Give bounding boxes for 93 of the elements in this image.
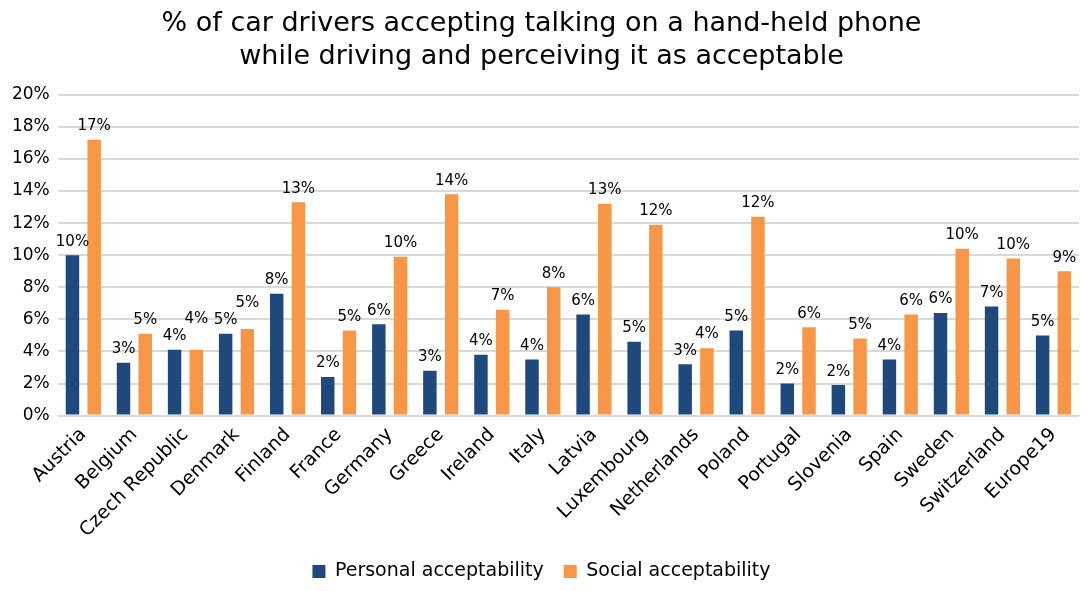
data-label: 10% bbox=[996, 234, 1030, 253]
legend-label: Social acceptability bbox=[586, 558, 771, 581]
data-label: 6% bbox=[366, 300, 391, 319]
data-label: 2% bbox=[775, 359, 800, 378]
bar bbox=[423, 370, 437, 415]
data-label: 4% bbox=[469, 331, 493, 350]
y-tick-label: 14% bbox=[11, 179, 50, 200]
bar bbox=[138, 333, 152, 415]
data-label: 5% bbox=[724, 306, 749, 325]
data-label: 10% bbox=[383, 233, 418, 252]
data-label: 14% bbox=[434, 170, 469, 189]
bar bbox=[678, 364, 692, 415]
data-label: 4% bbox=[877, 335, 902, 354]
bar bbox=[321, 377, 335, 415]
bar bbox=[1057, 271, 1072, 415]
bar bbox=[372, 324, 386, 415]
data-label: 12% bbox=[741, 193, 775, 212]
bar bbox=[904, 314, 918, 415]
bar bbox=[116, 362, 131, 415]
data-label: 4% bbox=[520, 335, 544, 354]
data-label: 12% bbox=[639, 201, 673, 220]
bar bbox=[218, 333, 233, 415]
data-label: 4% bbox=[695, 323, 719, 342]
chart-title: % of car drivers accepting talking on a hand-held phone while driving and perceiving it as acceptable bbox=[161, 6, 922, 70]
bar bbox=[167, 349, 182, 415]
bar bbox=[576, 314, 590, 415]
data-label: 7% bbox=[979, 282, 1004, 301]
data-label: 6% bbox=[797, 303, 821, 322]
data-label: 3% bbox=[111, 339, 136, 358]
data-label: 5% bbox=[337, 306, 362, 325]
bar bbox=[1035, 335, 1050, 415]
data-label: 3% bbox=[417, 347, 442, 366]
y-tick-label: 10% bbox=[11, 243, 50, 264]
y-tick-label: 20% bbox=[11, 83, 50, 104]
bar bbox=[831, 385, 846, 415]
data-label: 8% bbox=[264, 270, 289, 289]
bar bbox=[882, 359, 897, 415]
legend-label: Personal acceptability bbox=[334, 558, 544, 581]
bar bbox=[853, 338, 867, 415]
bar bbox=[933, 312, 948, 415]
bar bbox=[649, 224, 663, 415]
data-label: 5% bbox=[622, 318, 647, 337]
bar bbox=[65, 255, 80, 415]
bar bbox=[598, 203, 612, 415]
y-tick-label: 2% bbox=[22, 371, 50, 392]
bar bbox=[87, 139, 101, 415]
bar bbox=[751, 216, 765, 415]
data-label: 13% bbox=[588, 180, 622, 199]
data-label: 6% bbox=[928, 289, 953, 308]
y-tick-label: 12% bbox=[11, 211, 50, 232]
bar bbox=[474, 354, 488, 415]
data-label: 5% bbox=[133, 310, 158, 329]
data-label: 7% bbox=[490, 286, 515, 305]
data-label: 5% bbox=[235, 293, 260, 312]
data-label: 2% bbox=[826, 361, 851, 380]
bar bbox=[269, 293, 284, 415]
bar bbox=[546, 287, 561, 415]
bar bbox=[955, 248, 969, 415]
data-label: 9% bbox=[1052, 247, 1077, 266]
bar bbox=[729, 330, 743, 415]
y-tick-label: 16% bbox=[11, 147, 50, 168]
bar bbox=[700, 348, 714, 415]
data-label: 17% bbox=[77, 116, 111, 135]
data-label: 4% bbox=[184, 309, 209, 328]
data-label: 13% bbox=[281, 178, 316, 197]
y-tick-label: 0% bbox=[22, 404, 50, 425]
data-label: 6% bbox=[571, 290, 595, 309]
y-tick-label: 4% bbox=[22, 339, 50, 360]
bar bbox=[1006, 258, 1020, 415]
bar bbox=[189, 349, 204, 415]
bar bbox=[984, 306, 999, 415]
bar bbox=[240, 328, 255, 415]
data-label: 5% bbox=[213, 310, 238, 329]
data-label: 3% bbox=[673, 340, 698, 359]
bar bbox=[780, 383, 795, 415]
bar bbox=[627, 341, 641, 415]
bar bbox=[342, 330, 357, 415]
data-label: 8% bbox=[541, 263, 566, 282]
data-label: 6% bbox=[899, 290, 924, 309]
data-label: 4% bbox=[162, 326, 187, 345]
bar bbox=[393, 256, 408, 415]
y-tick-label: 8% bbox=[22, 275, 50, 296]
data-label: 5% bbox=[1030, 311, 1055, 330]
bar bbox=[444, 194, 459, 415]
y-tick-label: 6% bbox=[22, 307, 50, 328]
bar bbox=[802, 327, 816, 415]
data-label: 2% bbox=[315, 353, 340, 372]
bar bbox=[495, 309, 510, 415]
data-label: 5% bbox=[848, 314, 872, 333]
bar bbox=[291, 202, 306, 415]
bar bbox=[525, 359, 539, 415]
y-tick-label: 18% bbox=[11, 115, 50, 136]
data-label: 10% bbox=[945, 225, 979, 244]
